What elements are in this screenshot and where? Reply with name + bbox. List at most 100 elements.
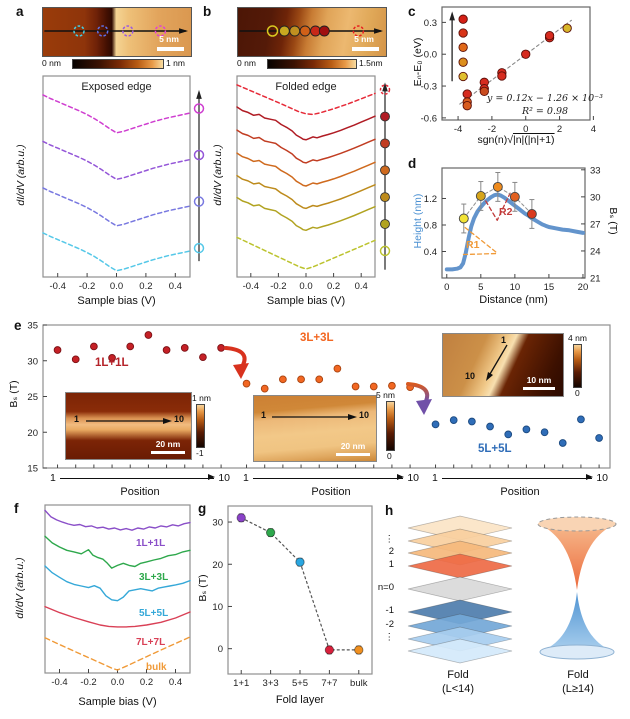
- inset3-start: 1: [501, 335, 507, 345]
- svg-text:0.2: 0.2: [140, 677, 153, 688]
- curve-label-5L5L: 5L+5L: [139, 608, 169, 619]
- series-label-5L5L: 5L+5L: [478, 443, 512, 455]
- svg-text:35: 35: [27, 321, 38, 332]
- inset1-scale-label: 20 nm: [155, 439, 181, 449]
- caption-fold-thin-sub: (L<14): [441, 683, 475, 695]
- pos3-start: 1: [432, 472, 438, 484]
- inset3-end: 10: [465, 371, 476, 381]
- colorbar-min-a: 0 nm: [42, 58, 61, 68]
- colorbar-a: [72, 59, 164, 69]
- caption-fold-thin-title: Fold: [447, 669, 469, 681]
- stm-overlay-b: [239, 25, 384, 37]
- inset2-end: 10: [359, 410, 370, 420]
- curve-label-bulk: bulk: [146, 662, 167, 673]
- plot-title-b: Folded edge: [275, 81, 337, 93]
- inset-stm-5L: 1 10 10 nm: [442, 333, 564, 397]
- x-axis-label-b: Sample bias (V): [266, 295, 346, 307]
- plot-title-a: Exposed edge: [81, 81, 152, 93]
- pos3-end: 10: [596, 472, 608, 484]
- inset2-scalebar: [336, 452, 370, 456]
- lower-cone: [540, 592, 614, 652]
- panel-label-c: c: [408, 4, 416, 19]
- inset3-scalebar: [523, 386, 555, 390]
- inset2-colorbar: [386, 401, 395, 451]
- inset-stm-1L: 1 10 20 nm: [65, 392, 192, 460]
- annotation-r1: R1: [466, 239, 480, 251]
- svg-text:1+1: 1+1: [233, 678, 249, 689]
- inset2-start: 1: [261, 410, 267, 420]
- inset1-end: 10: [174, 414, 185, 424]
- fit-equation-line2: R² = 0.98: [521, 106, 569, 117]
- svg-text:0.2: 0.2: [139, 281, 152, 292]
- y-axis-label-a: dI/dV (arb.u.): [15, 144, 27, 206]
- svg-text:0.8: 0.8: [424, 220, 437, 231]
- svg-text:20: 20: [27, 428, 38, 439]
- svg-text:25: 25: [27, 392, 38, 403]
- lower-cone-opening: [539, 644, 615, 660]
- bs-vs-fold-plot: 1+1 3+3 5+5 7+7 bulk 0 10 20 30: [212, 505, 373, 689]
- svg-text:0.4: 0.4: [355, 281, 368, 292]
- inset3-arrow: [486, 344, 508, 381]
- panel-label-g: g: [198, 501, 207, 516]
- svg-text:-2: -2: [488, 124, 496, 135]
- x-axis-label-g: Fold layer: [275, 694, 325, 706]
- inset-stm-3L: 1 10 20 nm: [253, 395, 377, 462]
- svg-text:0.4: 0.4: [424, 247, 437, 258]
- curve-label-1L1L: 1L+1L: [136, 538, 166, 549]
- upper-cone-opening: [537, 516, 617, 532]
- position-axis-2: 1 10: [243, 472, 419, 484]
- scalebar-b: [352, 47, 379, 51]
- layer-index-label: ⋮: [384, 534, 395, 545]
- x-axis-label-e2: Position: [311, 486, 351, 498]
- colorbar-max-b: 1.5nm: [359, 58, 383, 68]
- pos2-end: 10: [407, 472, 419, 484]
- scalebar-label-a: 5 nm: [159, 34, 179, 44]
- y-axis-label-f: dI/dV (arb.u.): [14, 557, 26, 619]
- layer-index-label: -1: [385, 605, 394, 616]
- pos1-start: 1: [50, 472, 56, 484]
- svg-text:-4: -4: [454, 124, 462, 135]
- series-label-1L1L: 1L+1L: [95, 357, 129, 369]
- svg-text:0.0: 0.0: [424, 50, 437, 61]
- svg-text:0.0: 0.0: [110, 281, 123, 292]
- inset2-arrow: [272, 414, 357, 420]
- caption-fold-thick-sub: (L≥14): [562, 683, 594, 695]
- svg-text:21: 21: [590, 274, 601, 285]
- svg-text:0.0: 0.0: [111, 677, 124, 688]
- series-label-3L3L: 3L+3L: [300, 332, 334, 344]
- panel-label-h: h: [385, 503, 394, 518]
- pos1-arrow: [59, 474, 216, 481]
- layer-stack-diagram: [407, 515, 513, 664]
- offset-marker-column-a: [193, 89, 205, 262]
- inset3-cbar-min: 0: [575, 388, 580, 398]
- svg-text:24: 24: [590, 246, 601, 257]
- colorbar-max-a: 1 nm: [166, 58, 185, 68]
- stm-overlay-a: [44, 25, 189, 37]
- svg-text:2: 2: [557, 124, 562, 135]
- scalebar-a: [157, 47, 184, 51]
- pos2-arrow: [252, 474, 405, 481]
- inset2-cbar-max: 5 nm: [376, 390, 395, 400]
- curve-label-7L7L: 7L+7L: [136, 637, 166, 648]
- svg-text:0.3: 0.3: [424, 18, 437, 29]
- scalebar-label-b: 5 nm: [354, 34, 374, 44]
- svg-text:0: 0: [218, 644, 223, 655]
- x-axis-label-c-sqrt: sgn(n)√: [477, 134, 513, 146]
- y-axis-label-d-left: Height (nm): [412, 193, 424, 249]
- svg-text:4: 4: [591, 124, 596, 135]
- svg-text:-0.4: -0.4: [51, 677, 67, 688]
- svg-text:30: 30: [212, 518, 223, 529]
- spectra-plot-b: -0.4 -0.2 0.0 0.2 0.4: [236, 75, 376, 292]
- svg-text:-0.6: -0.6: [421, 113, 437, 124]
- svg-text:-0.2: -0.2: [79, 281, 95, 292]
- x-axis-label-c-arg: |n|(|n|+1): [512, 134, 555, 146]
- fit-equation-line1: y = 0.12x − 1.26 × 10⁻³: [487, 93, 603, 104]
- height-profile-plot: 0 5 10 15 20 0.4 0.8 1.2 21 24 27 30 33: [424, 165, 601, 293]
- y-axis-label-g: Bₛ (T): [197, 574, 209, 602]
- position-axis-3: 1 10: [432, 472, 608, 484]
- svg-text:20: 20: [212, 560, 223, 571]
- inset1-start: 1: [74, 414, 80, 424]
- svg-text:0.4: 0.4: [169, 281, 182, 292]
- inset1-scalebar: [151, 450, 185, 454]
